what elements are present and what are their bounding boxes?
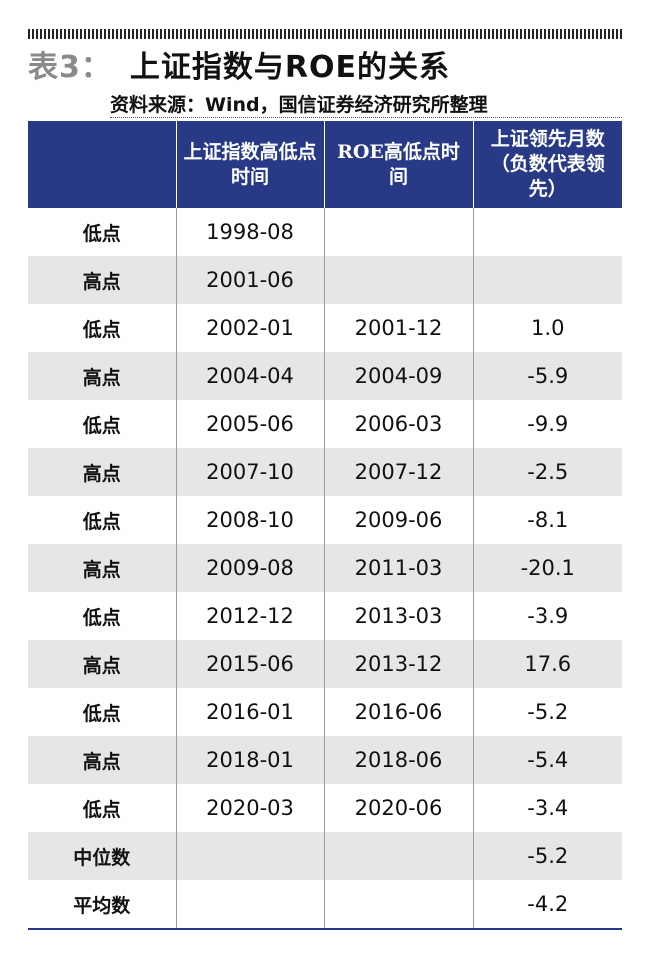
table-row: 高点 2007-10 2007-12 -2.5 [28, 448, 622, 496]
roe-date-cell [323, 208, 473, 256]
roe-date-cell [323, 832, 473, 880]
row-label-cell: 低点 [82, 606, 121, 629]
row-label-cell: 低点 [82, 798, 121, 821]
table-row: 平均数 -4.2 [28, 880, 622, 930]
row-label-cell: 高点 [28, 640, 176, 688]
roe-date-cell: 2011-03 [323, 544, 473, 592]
index-date-cell: 2007-10 [175, 448, 324, 496]
table-title: 表3： 上证指数与ROE的关系 [28, 44, 450, 85]
roe-date-cell: 2004-09 [323, 352, 473, 400]
index-date-cell: 2001-06 [175, 256, 324, 304]
header-cell-index-date: 上证指数高低点时间 [175, 121, 324, 208]
index-date-cell: 2008-10 [175, 496, 324, 544]
table-row: 高点 2001-06 [28, 256, 622, 304]
row-label-cell: 高点 [28, 448, 176, 496]
header-row: 上证指数高低点时间 ROE高低点时间 上证领先月数（负数代表领先） [28, 121, 622, 208]
row-label-cell: 中位数 [28, 832, 176, 880]
table-row: 低点 2020-03 2020-06 -3.4 [28, 784, 622, 832]
index-date-cell: 2015-06 [175, 640, 324, 688]
table-row: 低点 2008-10 2009-06 -8.1 [28, 496, 622, 544]
roe-date-cell: 2001-12 [323, 304, 473, 352]
data-table: 上证指数高低点时间 ROE高低点时间 上证领先月数（负数代表领先） 低点 1998… [28, 121, 622, 930]
roe-date-cell [323, 880, 473, 930]
index-date-cell: 2002-01 [175, 304, 324, 352]
row-label-cell: 低点 [82, 414, 121, 437]
roe-date-cell: 2006-03 [323, 400, 473, 448]
row-label-cell: 低点 [82, 702, 121, 725]
roe-date-cell: 2018-06 [323, 736, 473, 784]
source-note: 资料来源：Wind，国信证券经济研究所整理 [110, 94, 488, 116]
lead-months-cell: -5.4 [472, 736, 622, 784]
table-header: 上证指数高低点时间 ROE高低点时间 上证领先月数（负数代表领先） [28, 121, 622, 208]
row-label-cell: 低点 [82, 222, 121, 245]
header-cell-lead-months: 上证领先月数（负数代表领先） [472, 121, 622, 208]
index-date-cell [175, 832, 324, 880]
lead-months-cell: 17.6 [472, 640, 622, 688]
lead-months-cell: -5.2 [472, 688, 622, 736]
lead-months-cell: -2.5 [472, 448, 622, 496]
lead-months-cell: -5.9 [472, 352, 622, 400]
table-row: 高点 2004-04 2004-09 -5.9 [28, 352, 622, 400]
table-row: 低点 1998-08 [28, 208, 622, 256]
roe-date-cell: 2007-12 [323, 448, 473, 496]
table-row: 高点 2018-01 2018-06 -5.4 [28, 736, 622, 784]
table-body: 低点 1998-08 高点 2001-06 低点 2002-01 2001-12 1.0 高点 2… [28, 208, 622, 930]
table-title-text: 上证指数与ROE的关系 [129, 50, 450, 85]
table-row: 高点 2015-06 2013-12 17.6 [28, 640, 622, 688]
index-date-cell: 2009-08 [175, 544, 324, 592]
row-label-cell: 低点 [82, 318, 121, 341]
lead-months-cell: -3.4 [472, 784, 622, 832]
index-date-cell: 2005-06 [175, 400, 324, 448]
lead-months-cell [472, 256, 622, 304]
lead-months-cell: -5.2 [472, 832, 622, 880]
lead-months-cell: -4.2 [472, 880, 622, 930]
roe-date-cell: 2016-06 [323, 688, 473, 736]
row-label-cell: 平均数 [28, 880, 176, 930]
row-label-cell: 高点 [28, 736, 176, 784]
table-row: 低点 2016-01 2016-06 -5.2 [28, 688, 622, 736]
index-date-cell: 2004-04 [175, 352, 324, 400]
index-date-cell: 2018-01 [175, 736, 324, 784]
index-date-cell: 2016-01 [175, 688, 324, 736]
table-row: 低点 2005-06 2006-03 -9.9 [28, 400, 622, 448]
roe-date-cell: 2013-12 [323, 640, 473, 688]
lead-months-cell: 1.0 [472, 304, 622, 352]
index-date-cell: 2012-12 [175, 592, 324, 640]
index-date-cell: 2020-03 [175, 784, 324, 832]
lead-months-cell: -20.1 [472, 544, 622, 592]
lead-months-cell: -8.1 [472, 496, 622, 544]
roe-date-cell: 2013-03 [323, 592, 473, 640]
lead-months-cell: -3.9 [472, 592, 622, 640]
decorative-barcode-strip [28, 29, 622, 39]
row-label-cell: 低点 [82, 510, 121, 533]
header-cell-type [28, 121, 176, 208]
roe-date-cell: 2009-06 [323, 496, 473, 544]
roe-date-cell [323, 256, 473, 304]
roe-date-cell: 2020-06 [323, 784, 473, 832]
table-row: 中位数 -5.2 [28, 832, 622, 880]
source-divider [110, 117, 622, 118]
row-label-cell: 高点 [28, 256, 176, 304]
table-number: 表3： [28, 50, 112, 85]
header-cell-roe-date: ROE高低点时间 [323, 121, 473, 208]
index-date-cell [175, 880, 324, 930]
table-row: 低点 2002-01 2001-12 1.0 [28, 304, 622, 352]
index-date-cell: 1998-08 [175, 208, 324, 256]
table-row: 低点 2012-12 2013-03 -3.9 [28, 592, 622, 640]
lead-months-cell [472, 208, 622, 256]
row-label-cell: 高点 [28, 544, 176, 592]
lead-months-cell: -9.9 [472, 400, 622, 448]
row-label-cell: 高点 [28, 352, 176, 400]
table-row: 高点 2009-08 2011-03 -20.1 [28, 544, 622, 592]
